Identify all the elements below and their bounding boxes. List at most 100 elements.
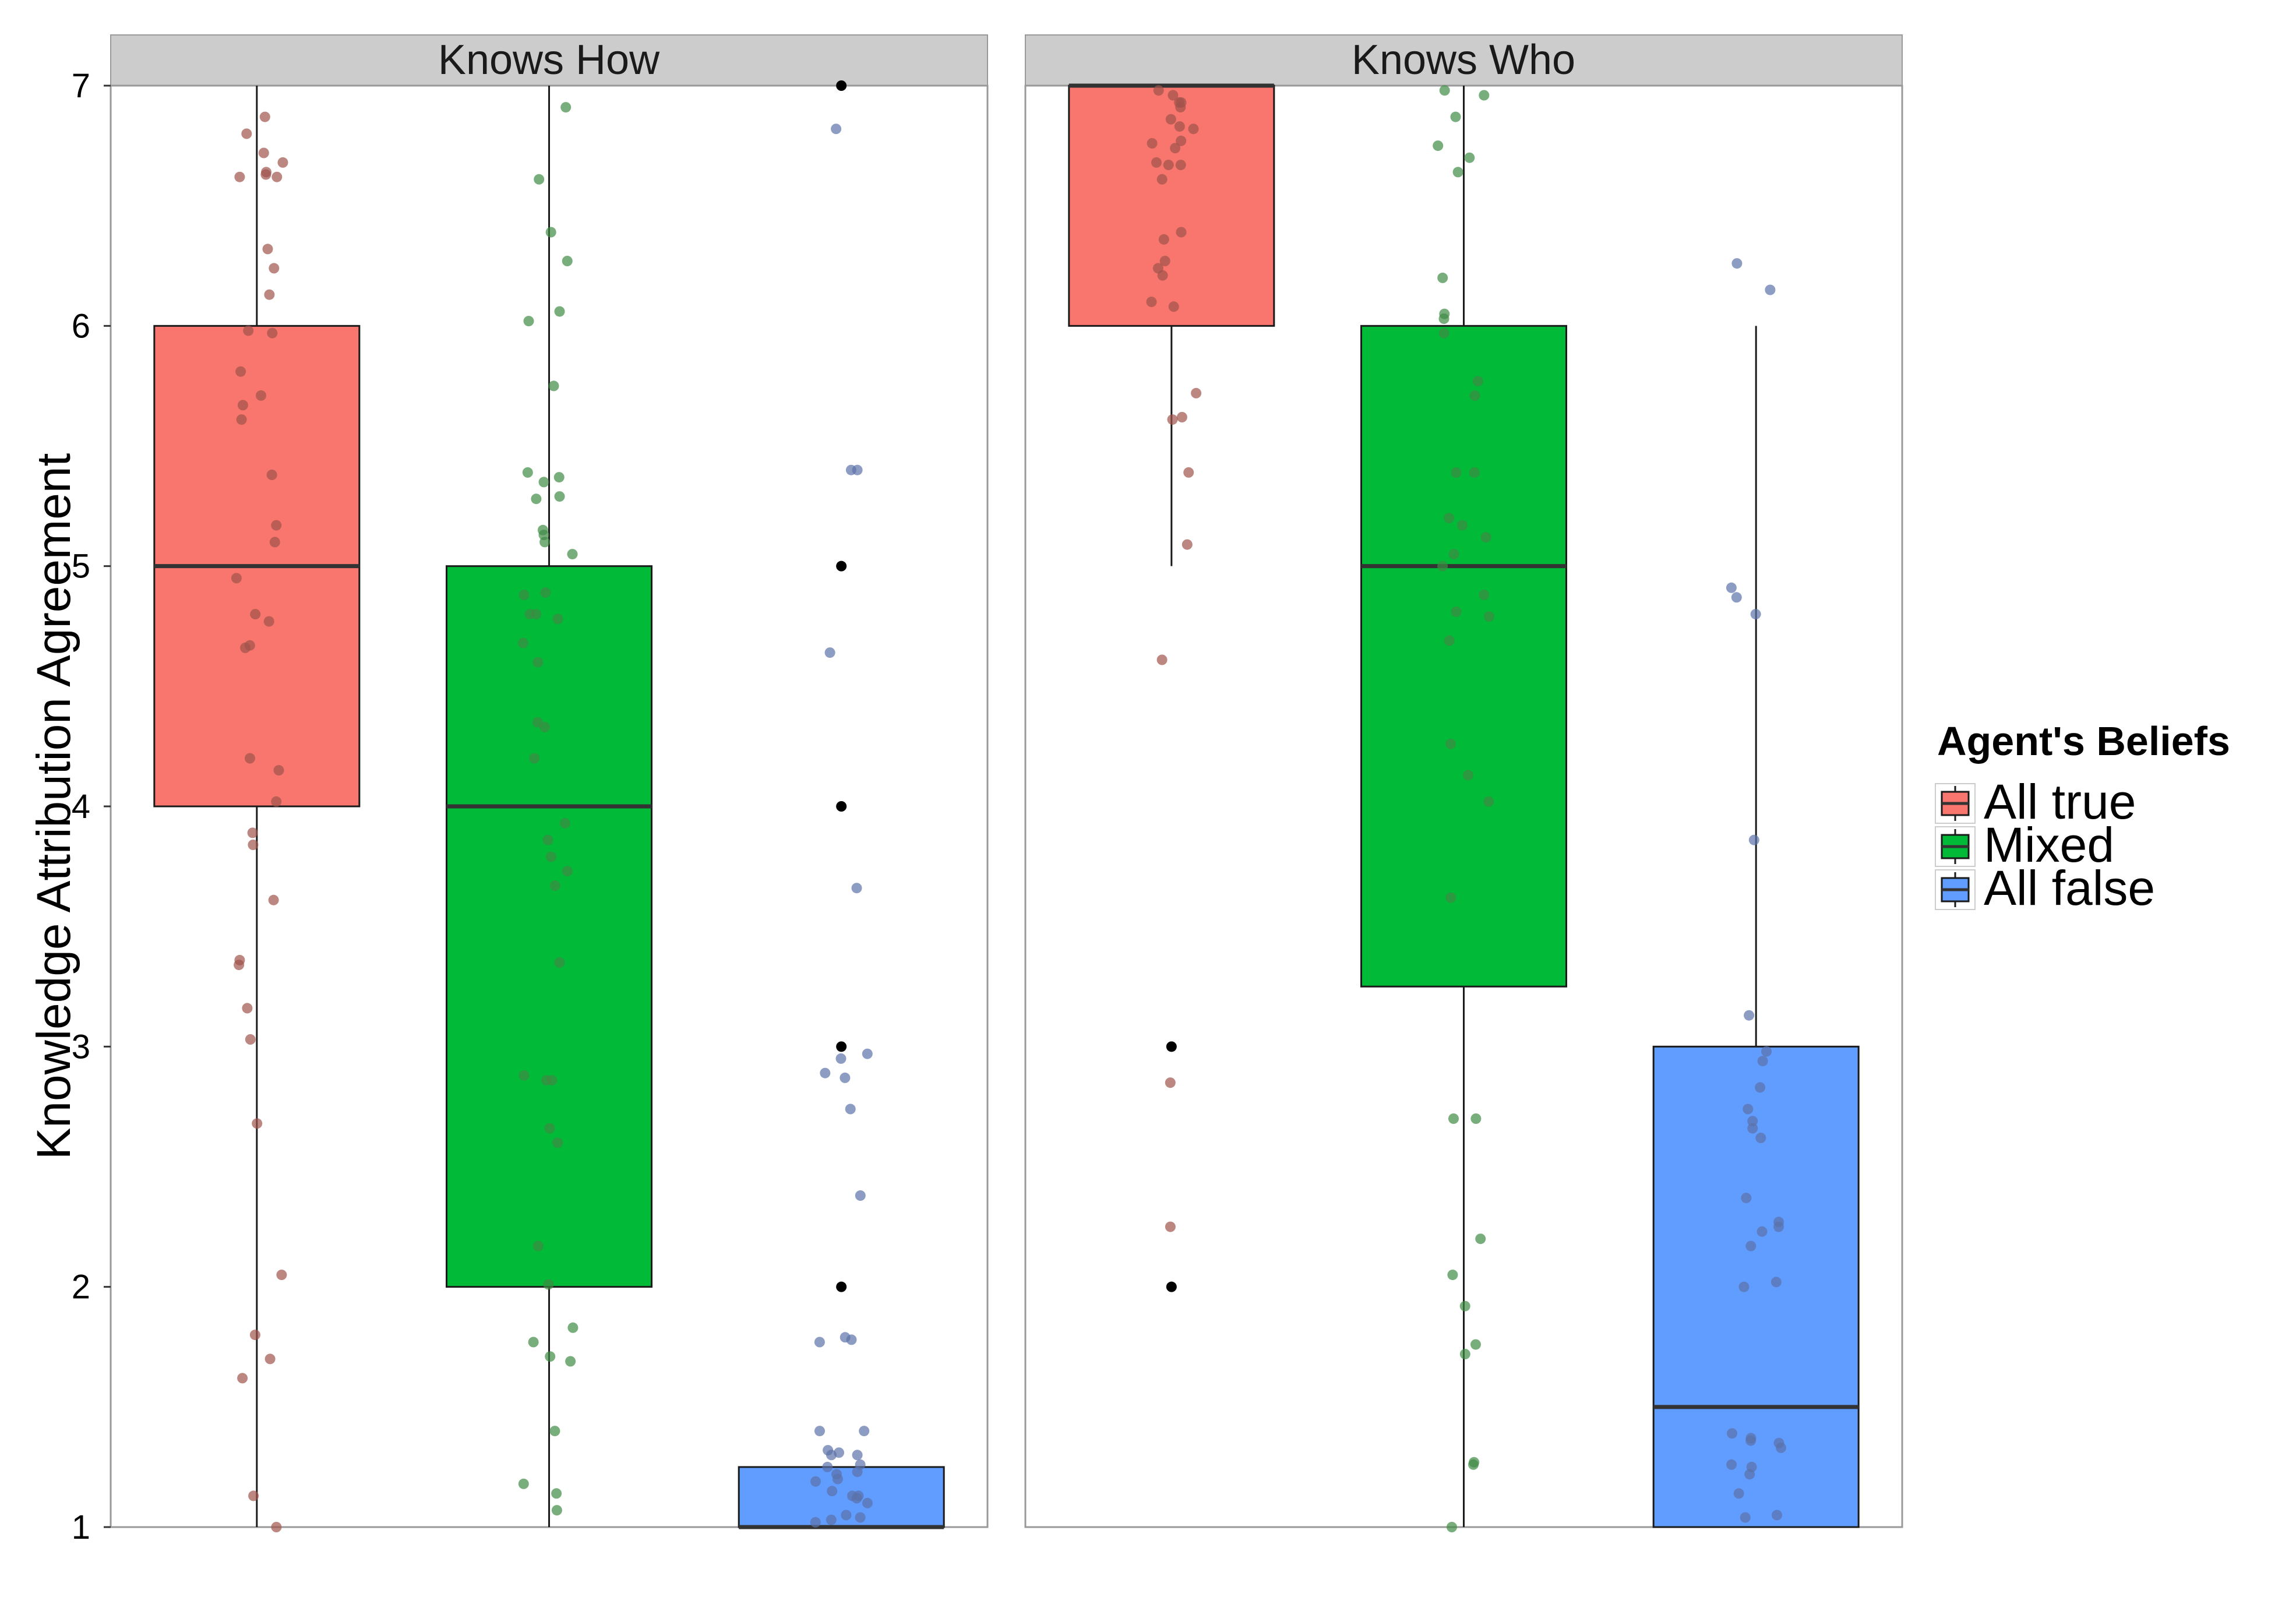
data-point-mixed: [531, 493, 542, 505]
data-point-mixed: [539, 721, 551, 732]
data-point-all-false: [841, 1510, 852, 1521]
data-point-mixed: [559, 817, 570, 829]
data-point-mixed: [1475, 1233, 1486, 1245]
data-point-mixed: [519, 1070, 530, 1081]
legend-title: Agent's Beliefs: [1937, 718, 2230, 764]
data-point-mixed: [1448, 549, 1459, 560]
outlier-point-all-false: [836, 560, 847, 572]
data-point-all-true: [249, 1330, 260, 1341]
data-point-mixed: [567, 1322, 579, 1333]
data-point-all-false: [1771, 1277, 1782, 1288]
box-all-true: [1068, 84, 1275, 327]
data-point-all-true: [1181, 539, 1193, 550]
data-point-all-false: [831, 124, 842, 135]
data-point-mixed: [551, 1505, 562, 1516]
data-point-all-false: [814, 1337, 825, 1348]
data-point-mixed: [549, 1426, 560, 1437]
data-point-all-true: [271, 171, 283, 182]
data-point-all-false: [810, 1476, 821, 1487]
data-point-mixed: [1459, 1300, 1470, 1312]
data-point-all-true: [1167, 414, 1178, 425]
data-point-mixed: [1469, 467, 1480, 478]
data-point-all-true: [262, 244, 273, 255]
data-point-mixed: [541, 1075, 552, 1086]
data-point-all-false: [1741, 1193, 1752, 1204]
data-point-all-true: [1168, 301, 1179, 312]
data-point-all-false: [1745, 1240, 1757, 1251]
data-point-all-true: [1170, 143, 1181, 154]
data-point-all-true: [1147, 138, 1158, 149]
data-point-mixed: [1451, 607, 1462, 617]
data-point-mixed: [1483, 796, 1494, 807]
legend-label-all-true: All true: [1984, 774, 2136, 829]
data-point-all-true: [1174, 121, 1185, 132]
data-point-all-false: [1731, 592, 1742, 603]
data-point-mixed: [1445, 738, 1456, 749]
y-tick-label: 4: [72, 788, 90, 826]
outlier-point-all-true: [1166, 1041, 1177, 1052]
data-point-all-true: [1153, 85, 1164, 96]
data-point-all-false: [820, 1067, 831, 1078]
data-point-all-true: [236, 414, 247, 425]
data-point-all-true: [268, 894, 279, 905]
data-point-mixed: [528, 1337, 539, 1348]
y-axis: 1 2 3 4 5 6 7: [72, 67, 111, 1546]
data-point-mixed: [518, 1478, 529, 1489]
data-point-mixed: [1447, 1270, 1458, 1281]
outlier-point-all-false: [836, 1041, 847, 1052]
data-point-all-true: [271, 796, 282, 807]
data-point-mixed: [1445, 892, 1456, 903]
data-point-mixed: [545, 851, 556, 862]
data-point-mixed: [1444, 635, 1455, 646]
data-point-mixed: [1456, 520, 1468, 531]
data-point-mixed: [560, 102, 572, 113]
data-point-all-false: [1772, 1510, 1782, 1521]
box-mixed: [446, 565, 653, 1288]
data-point-all-true: [271, 520, 282, 531]
data-point-all-false: [1726, 1459, 1737, 1470]
data-point-all-false: [845, 464, 856, 475]
data-point-mixed: [562, 866, 573, 877]
data-point-mixed: [545, 1351, 556, 1362]
data-point-mixed: [532, 657, 544, 668]
data-point-all-false: [845, 1104, 856, 1115]
data-point-all-true: [231, 573, 242, 584]
data-point-all-true: [1191, 387, 1202, 399]
data-point-mixed: [522, 467, 533, 478]
data-point-all-false: [1747, 1116, 1758, 1127]
data-point-all-true: [273, 765, 284, 776]
facet-title-knows-who: Knows Who: [1352, 37, 1575, 83]
data-point-mixed: [524, 609, 535, 620]
data-point-mixed: [1452, 167, 1463, 178]
data-point-all-true: [1176, 135, 1187, 146]
data-point-mixed: [553, 472, 565, 483]
data-point-mixed: [1447, 1522, 1457, 1532]
data-point-mixed: [518, 637, 528, 648]
data-point-all-false: [1765, 284, 1776, 295]
data-point-all-true: [258, 147, 269, 158]
data-point-all-true: [237, 1373, 248, 1384]
data-point-all-false: [832, 1473, 843, 1485]
data-point-all-true: [240, 642, 251, 653]
panel-marks-knows-how: [153, 80, 945, 1532]
data-point-all-true: [1168, 90, 1179, 101]
data-point-all-false: [1747, 1123, 1758, 1134]
data-point-all-false: [1755, 1082, 1766, 1093]
data-point-mixed: [1451, 467, 1462, 478]
data-point-all-true: [1156, 654, 1168, 665]
data-point-mixed: [1470, 1113, 1482, 1124]
data-point-mixed: [1437, 560, 1448, 572]
data-point-mixed: [539, 537, 551, 548]
box-mixed: [1360, 325, 1567, 988]
outlier-point-all-false: [836, 801, 847, 812]
data-point-all-true: [277, 157, 288, 168]
y-tick-label: 5: [72, 548, 90, 586]
data-point-all-true: [1165, 114, 1176, 125]
data-point-all-true: [260, 169, 271, 180]
data-point-all-false: [822, 1461, 833, 1472]
data-point-mixed: [1480, 532, 1491, 543]
data-point-all-true: [234, 171, 245, 182]
data-point-all-false: [1773, 1221, 1784, 1232]
